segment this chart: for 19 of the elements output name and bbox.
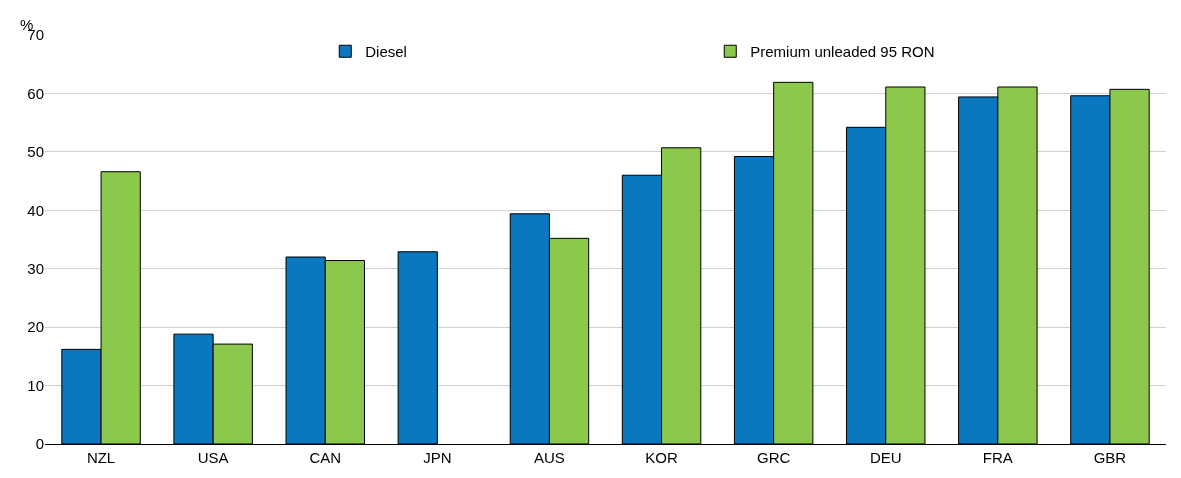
- y-tick-label: 50: [27, 143, 44, 161]
- x-tick-label: FRA: [982, 449, 1013, 466]
- x-tick-label: KOR: [645, 449, 678, 466]
- x-tick-label: GRC: [756, 449, 791, 466]
- x-tick-label: DEU: [869, 449, 902, 466]
- x-tick-label: GBR: [1093, 449, 1127, 466]
- x-tick-label: CAN: [309, 449, 342, 466]
- x-tick-label: USA: [197, 449, 229, 466]
- y-tick-label: 30: [27, 259, 44, 277]
- legend-label: Diesel: [365, 43, 407, 61]
- x-tick-label: JPN: [423, 449, 452, 466]
- y-tick-label: 20: [27, 318, 44, 336]
- x-tick-label: NZL: [86, 449, 116, 466]
- y-tick-label: 10: [27, 376, 44, 394]
- x-tick-label: AUS: [534, 449, 565, 466]
- legend-label: Premium unleaded 95 RON: [750, 43, 935, 61]
- y-tick-label: 0: [35, 435, 44, 453]
- y-tick-label: 60: [27, 84, 44, 102]
- y-tick-label: 40: [27, 201, 44, 219]
